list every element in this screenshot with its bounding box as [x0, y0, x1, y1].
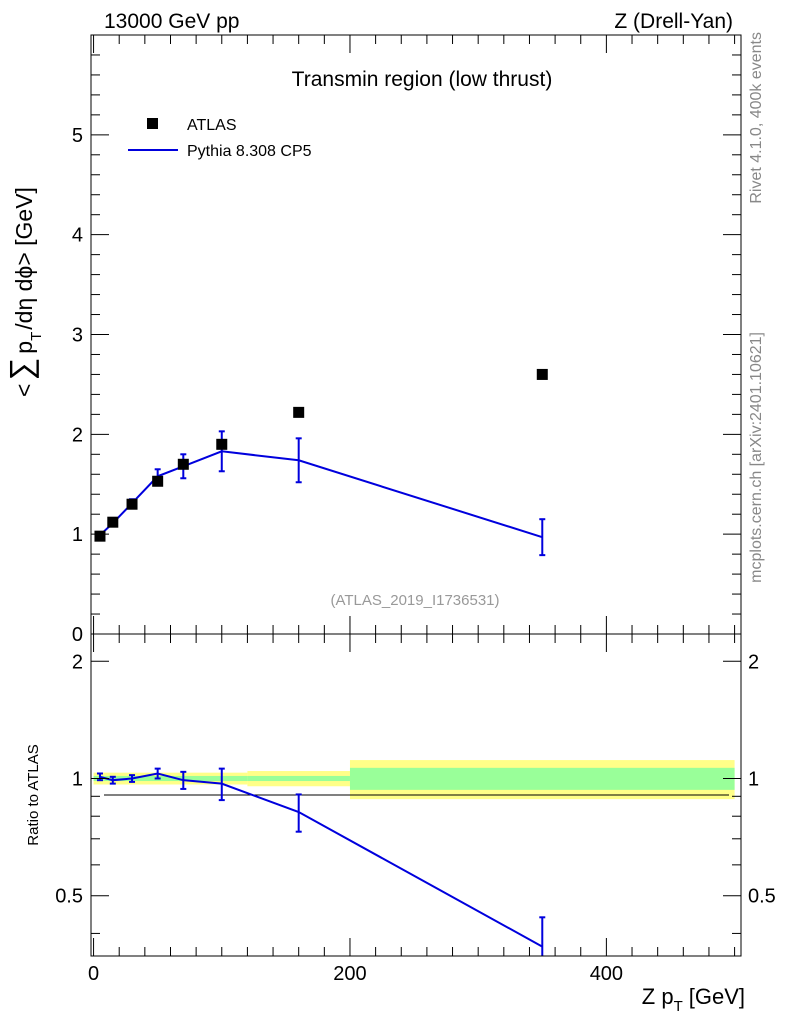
atlas-data-point: [107, 516, 119, 528]
main-y-tick-label: 5: [72, 125, 83, 147]
ylabel-open: <: [11, 384, 37, 397]
ratio-plot-frame: [90, 633, 742, 957]
main-y-tick-label: 4: [72, 225, 83, 247]
x-tick-label: 0: [88, 963, 99, 985]
ratio-y-tick-label-right: 2: [748, 651, 759, 673]
mc-series-line: [99, 450, 543, 539]
main-y-tick-label: 2: [72, 424, 83, 446]
legend-mc-label: Pythia 8.308 CP5: [187, 143, 312, 160]
x-tick-label: 400: [590, 963, 623, 985]
atlas-data-point: [126, 498, 138, 510]
main-y-tick-label: 1: [72, 524, 83, 546]
ratio-y-tick-label-right: 1: [748, 768, 759, 790]
header-left: 13000 GeV pp: [104, 10, 239, 33]
atlas-data-point: [293, 406, 305, 418]
ylabel-sum: ∑: [3, 358, 39, 381]
header-right: Z (Drell-Yan): [614, 10, 733, 33]
ratio-band-inner: [247, 775, 350, 782]
legend: ATLAS Pythia 8.308 CP5: [128, 117, 312, 160]
ratio-panel: 0.5 0.5 1 1 2 2 0 200 400 Ratio to ATLAS Z pT [Ge…: [25, 633, 776, 1015]
main-y-tick-label: 0: [72, 624, 83, 646]
atlas-data-point: [536, 368, 548, 380]
ratio-uncertainty-bands: [93, 760, 735, 800]
atlas-data-point: [152, 475, 164, 487]
atlas-data-point: [94, 530, 106, 542]
atlas-data-point: [216, 438, 228, 450]
atlas-data-point: [177, 458, 189, 470]
analysis-id-label: (ATLAS_2019_I1736531): [330, 592, 499, 609]
ratio-y-tick-label: 2: [72, 651, 83, 673]
legend-atlas-label: ATLAS: [187, 117, 237, 134]
ratio-tick-labels: 0.5 0.5 1 1 2 2 0 200 400: [55, 651, 776, 985]
ylabel-sub-t: T: [28, 332, 45, 341]
x-tick-label: 200: [333, 963, 366, 985]
ylabel-p: p: [11, 341, 37, 354]
xlabel-sub: T: [674, 998, 683, 1015]
ratio-band-inner: [349, 767, 735, 790]
svg-text:<∑pT/dη dϕ> [GeV]: < ∑ pT/dη dϕ> [GeV]: [3, 187, 45, 397]
ratio-data-marks: [96, 767, 546, 956]
main-panel: 0 1 2 3 4 5 Transmin region (low thrust) (ATL…: [3, 34, 742, 646]
main-y-tick-label: 3: [72, 325, 83, 347]
main-data-marks: [94, 368, 548, 557]
xlabel-unit: [GeV]: [689, 984, 745, 1009]
main-y-axis-label: < ∑ pT/dη dϕ> [GeV]: [3, 187, 45, 397]
ratio-y-axis-label: Ratio to ATLAS: [25, 744, 42, 845]
ratio-band-inner: [93, 775, 248, 782]
legend-atlas-marker: [147, 118, 158, 129]
ylabel-rest: /dη dϕ> [GeV]: [11, 187, 37, 330]
ratio-y-tick-label: 1: [72, 768, 83, 790]
rivet-version-label: Rivet 4.1.0, 400k events: [748, 32, 765, 204]
ratio-tick-marks: [91, 634, 741, 956]
mcplots-label: mcplots.cern.ch [arXiv:2401.10621]: [748, 332, 765, 583]
ratio-y-tick-label-right: 0.5: [748, 886, 776, 908]
ratio-mc-line: [99, 772, 543, 948]
ratio-y-tick-label: 0.5: [55, 886, 83, 908]
x-axis-label: Z pT [GeV]: [642, 984, 745, 1015]
main-tick-marks: [91, 34, 741, 635]
main-plot-title: Transmin region (low thrust): [292, 68, 553, 91]
main-y-tick-labels: 0 1 2 3 4 5: [72, 125, 83, 646]
xlabel-main: Z p: [642, 984, 674, 1009]
